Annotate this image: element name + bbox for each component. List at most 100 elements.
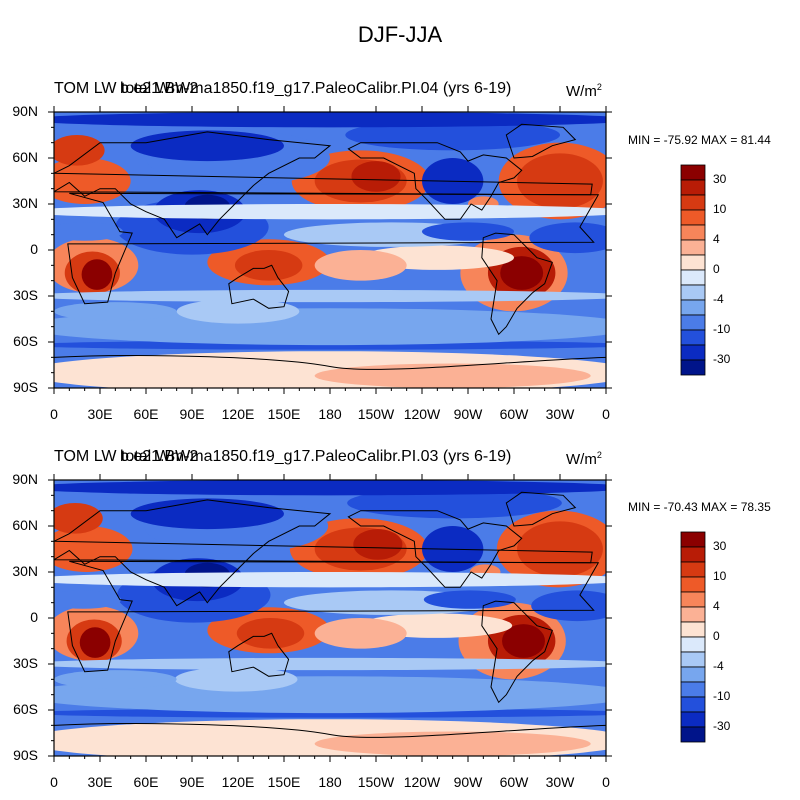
continent-outline (67, 560, 600, 673)
continent-outline (67, 192, 600, 305)
lat-tick-label: 60S (13, 333, 38, 349)
colorbar-box (680, 254, 706, 271)
field-contour-patch (151, 558, 244, 602)
field-contour-patch (54, 526, 133, 572)
field-contour-patch (184, 562, 231, 588)
colorbar-box (680, 314, 706, 331)
colorbar-box (680, 591, 706, 608)
units-label: W/m2 (566, 82, 602, 100)
field-contour-patch (358, 613, 513, 638)
field-contour-patch (54, 351, 606, 388)
field-contour-patch (469, 564, 501, 580)
panel-variable-label: TOM LW total Wm-2 (54, 448, 199, 465)
field-contour-patch (207, 239, 330, 286)
field-contour-patch (54, 572, 606, 588)
field-contour-patch (487, 246, 556, 300)
colorbar-label: 10 (713, 202, 727, 216)
continent-outline (54, 131, 593, 239)
colorbar-box (680, 711, 706, 728)
field-contour-patch (54, 657, 606, 671)
colorbar-box (680, 164, 706, 181)
lon-tick-label: 150W (357, 406, 395, 422)
field-contour-patch (502, 624, 545, 658)
colorbar-box (680, 359, 706, 376)
lat-tick-label: 30S (13, 655, 38, 671)
lon-tick-label: 60E (133, 406, 159, 422)
field-contour-patch (184, 194, 231, 220)
field-contour-patch (54, 670, 177, 689)
field-contour-patch (234, 250, 303, 281)
field-contour-patch (54, 605, 139, 661)
colorbar-label: -4 (713, 659, 724, 673)
colorbar-label: -30 (713, 352, 731, 366)
units-label: W/m2 (566, 450, 602, 468)
field-contour-patch (66, 619, 122, 663)
field-contour-patch (115, 199, 269, 255)
colorbar-box (680, 209, 706, 226)
antarctica-outline (54, 355, 606, 370)
colorbar-box (680, 636, 706, 653)
figure-title: DJF-JJA (357, 22, 443, 47)
field-contour-patch (64, 251, 120, 295)
lon-tick-label: 30E (87, 774, 113, 790)
lon-tick-label: 0 (50, 774, 58, 790)
map-frame (53, 111, 607, 389)
field-contour-patch (130, 130, 284, 162)
field-contour-patch (54, 158, 131, 204)
field-contour-patch (353, 529, 403, 560)
field-contour-patch (314, 363, 591, 388)
field-contour-patch (174, 667, 298, 692)
min-max-label: MIN = -75.92 MAX = 81.44 (628, 133, 771, 147)
field-contour-patch (291, 150, 430, 212)
colorbar-label: -4 (713, 292, 724, 306)
map-field (54, 480, 606, 756)
field-contour-patch (54, 480, 606, 496)
field-contour-patch (496, 510, 606, 588)
lat-tick-label: 90S (13, 747, 38, 763)
field-contour-patch (54, 340, 606, 350)
field-contour-patch (360, 245, 514, 270)
field-contour-patch (176, 299, 300, 324)
field-contour-patch (81, 259, 113, 290)
field-contour-patch (54, 222, 123, 241)
lon-tick-label: 180 (318, 774, 342, 790)
colorbar-box (680, 194, 706, 211)
panel-case-title: b.e21.BWma1850.f19_g17.PaleoCalibr.PI.04… (120, 80, 512, 97)
lon-tick-label: 120W (403, 774, 441, 790)
map-frame (53, 479, 607, 757)
continent-outline (505, 491, 577, 527)
colorbar-label: -10 (713, 322, 731, 336)
field-contour-patch (54, 308, 606, 346)
field-contour-patch (422, 222, 514, 241)
lat-tick-label: 90S (13, 379, 38, 395)
field-contour-patch (500, 256, 544, 290)
colorbar-box (680, 681, 706, 698)
lon-tick-label: 150E (267, 774, 301, 790)
colorbar-box (680, 299, 706, 316)
colorbar-label: 10 (713, 569, 727, 583)
lon-tick-label: 90W (453, 406, 483, 422)
colorbar-box (680, 329, 706, 346)
field-contour-patch (289, 518, 428, 580)
colorbar-box (680, 696, 706, 713)
field-contour-patch (314, 250, 407, 281)
field-contour-patch (314, 527, 407, 571)
colorbar-box (680, 344, 706, 361)
lon-tick-label: 150W (357, 774, 395, 790)
panel-case-title: b.e21.BWma1850.f19_g17.PaleoCalibr.PI.03… (120, 448, 512, 465)
field-contour-patch (54, 676, 606, 714)
field-contour-patch (54, 289, 606, 303)
field-contour-patch (422, 158, 484, 204)
lon-tick-label: 0 (602, 406, 610, 422)
units-base: W/m (566, 451, 597, 468)
field-contour-patch (54, 302, 177, 321)
field-contour-patch (460, 234, 568, 312)
colorbar-label: -10 (713, 689, 731, 703)
colorbar-box (680, 576, 706, 593)
lon-tick-label: 120E (221, 406, 255, 422)
field-contour-patch (284, 222, 499, 247)
colorbar-label: 4 (713, 599, 720, 613)
lon-tick-label: 60W (499, 774, 529, 790)
lon-tick-label: 0 (602, 774, 610, 790)
map-field (54, 112, 606, 388)
